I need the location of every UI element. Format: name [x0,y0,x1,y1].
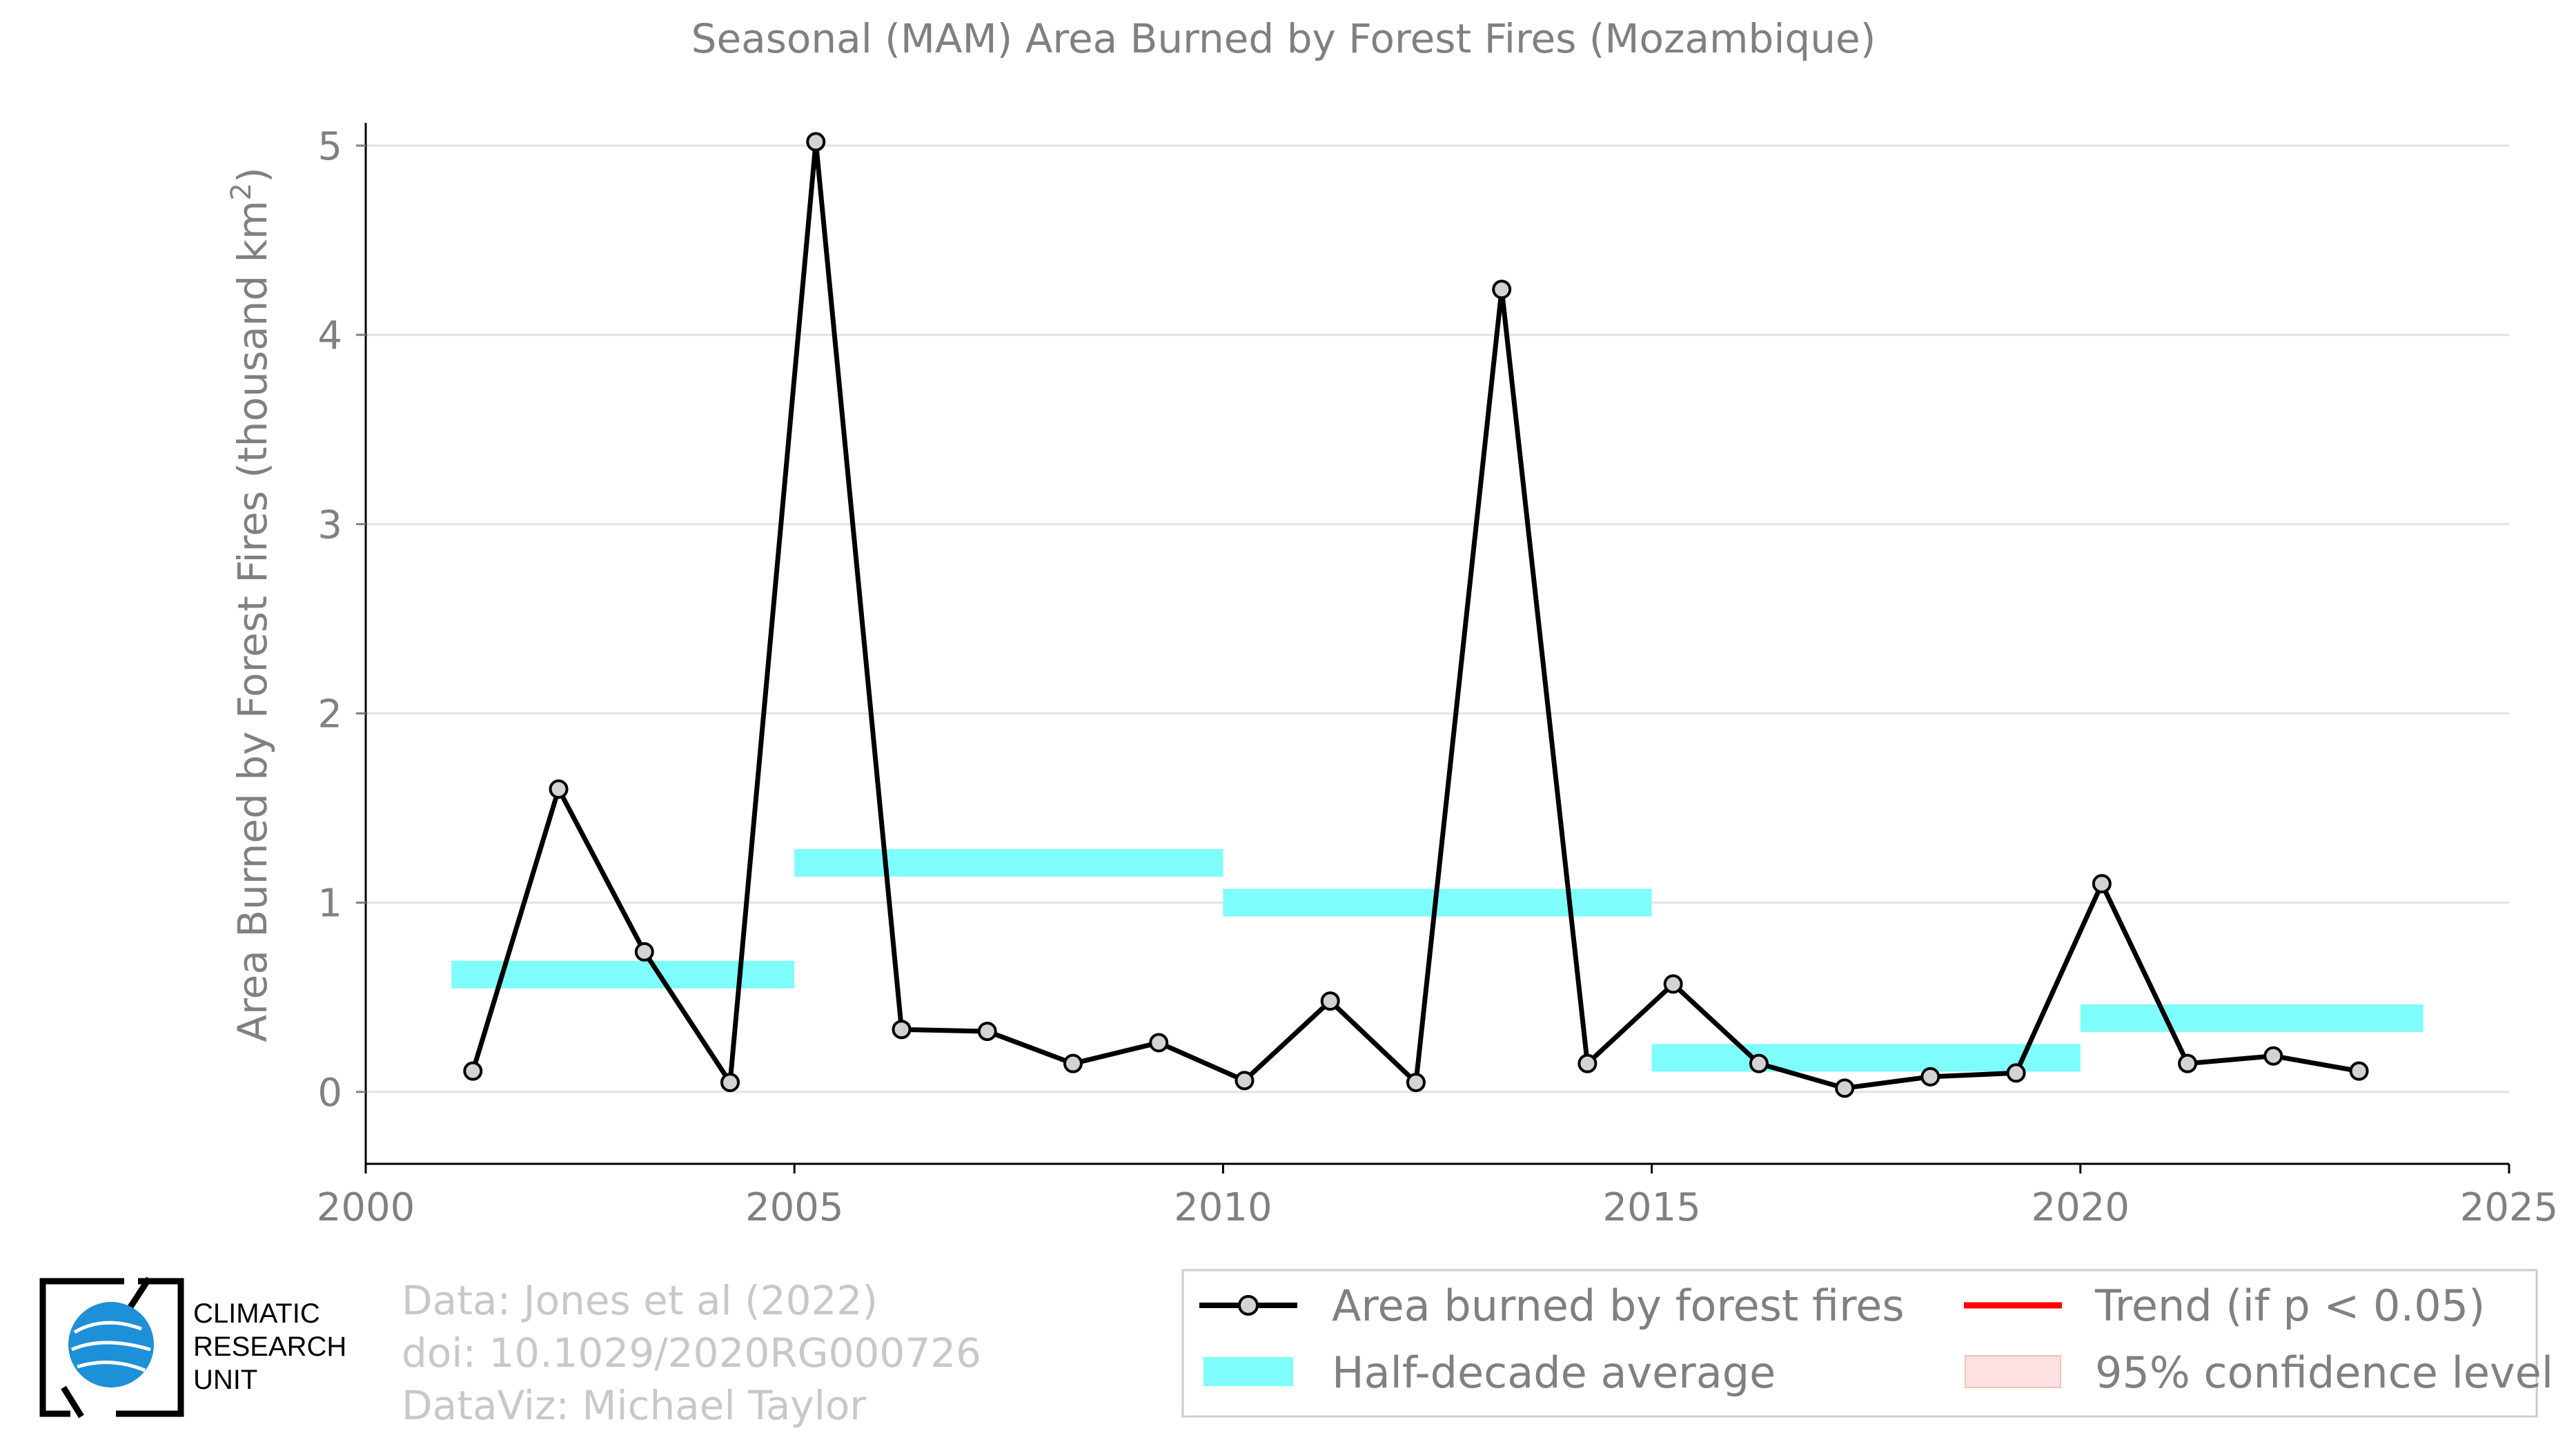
data-point [2092,874,2112,894]
chart-title: Seasonal (MAM) Area Burned by Forest Fir… [691,15,1876,62]
y-axis-label-close: ) [229,167,276,183]
logo-slash-bottom [61,1385,84,1419]
x-tick-label: 2015 [1602,1185,1701,1230]
series [463,132,2369,1098]
y-tick-label: 5 [317,124,342,169]
globe-swirl-3 [77,1361,146,1372]
data-point [2178,1053,2198,1073]
y-tick-label: 4 [317,313,342,358]
data-point [1063,1053,1083,1073]
half-decade-bar [794,849,1223,877]
legend-frame [1181,1269,2538,1418]
globe-swirl-1 [73,1321,142,1334]
half-decade-bar [2080,1004,2423,1032]
y-axis-label-sup: 2 [226,183,257,200]
legend-half-decade-swatch [1203,1357,1293,1386]
legend-confidence-swatch [1965,1355,2061,1388]
legend-entry-trend: Trend (if p < 0.05) [1964,1280,2485,1331]
legend-label-confidence: 95% confidence level [2095,1347,2553,1398]
axes [364,123,2509,1165]
logo-bracket-right [116,1278,184,1417]
data-point [720,1073,740,1093]
y-tick-label: 0 [317,1071,342,1116]
data-point [1235,1071,1255,1091]
data-point [463,1061,483,1081]
data-point [1663,974,1683,994]
logo-line-2: RESEARCH [193,1332,346,1362]
y-tick-label: 2 [317,692,342,737]
data-point [1577,1053,1597,1073]
x-tick-label: 2005 [745,1185,844,1230]
data-point [1492,280,1512,300]
data-point [1920,1067,1940,1087]
legend-marker-swatch [1238,1295,1259,1316]
data-point [1835,1078,1855,1098]
data-point [1320,991,1340,1011]
legend-label-trend: Trend (if p < 0.05) [2094,1280,2485,1331]
logo-bracket-left [39,1278,124,1417]
data-point [1149,1033,1169,1053]
legend-label-half-decade: Half-decade average [1332,1347,1776,1398]
x-tick-label: 2010 [1174,1185,1272,1230]
logo-line-3: UNIT [193,1365,257,1395]
x-tick-label: 2000 [317,1185,415,1230]
data-point [2006,1063,2026,1083]
grid-lines [366,144,2509,1093]
data-point [806,132,826,152]
data-point [977,1022,997,1042]
legend-entry-confidence: 95% confidence level [1965,1347,2553,1398]
x-tick-label: 2025 [2460,1185,2559,1230]
legend-label-area-burned: Area burned by forest fires [1332,1280,1905,1331]
y-tick-label: 3 [317,503,342,547]
data-point [1406,1073,1426,1093]
x-ticks: 2000 2005 2010 2015 2020 2025 [317,1164,2559,1230]
credit-doi: doi: 10.1029/2020RG000726 [402,1330,981,1376]
legend-entry-half-decade: Half-decade average [1203,1347,1776,1398]
logo-line-1: CLIMATIC [193,1298,320,1329]
y-ticks: 0 1 2 3 4 5 [317,124,366,1116]
cru-logo: CLIMATIC RESEARCH UNIT [39,1276,346,1419]
y-tick-label: 1 [317,882,342,926]
data-point [892,1020,912,1040]
globe-swirl-2 [71,1341,151,1352]
x-tick-label: 2020 [2032,1185,2130,1230]
series-line [470,139,2360,1091]
y-axis-label: Area Burned by Forest Fires (thousand km… [226,167,276,1042]
data-point [549,779,569,799]
logo-slash-top [126,1276,152,1312]
data-point [634,942,654,962]
credit-dataviz: DataViz: Michael Taylor [402,1382,866,1429]
credit-data-source: Data: Jones et al (2022) [402,1277,878,1324]
y-axis-label-main: Area Burned by Forest Fires (thousand km [229,200,276,1042]
legend-entry-area-burned: Area burned by forest fires [1199,1280,1905,1331]
legend: Area burned by forest fires Trend (if p … [1181,1269,2553,1418]
data-point [2263,1046,2283,1066]
data-point [1749,1053,1769,1073]
data-point [2349,1061,2369,1081]
